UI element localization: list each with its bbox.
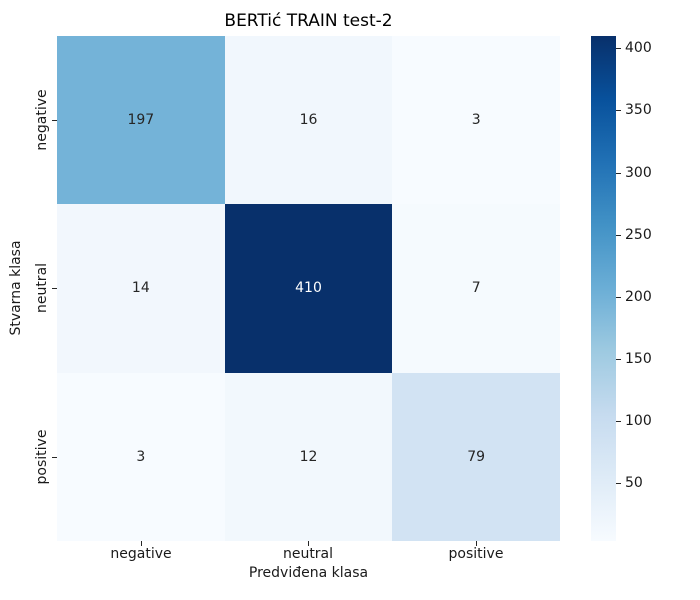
heatmap-cell-negative-negative: 197	[57, 36, 225, 205]
colorbar-tick-label: 150	[625, 351, 652, 367]
y-tick-label-negative: negative	[34, 89, 50, 151]
colorbar-tick-mark	[616, 48, 621, 49]
y-tick-mark	[52, 457, 57, 458]
colorbar-tick-label: 300	[625, 165, 652, 181]
heatmap-cell-neutral-positive: 7	[392, 204, 560, 373]
y-tick-mark	[52, 120, 57, 121]
y-tick-label-positive: positive	[34, 429, 50, 485]
colorbar-tick-label: 250	[625, 227, 652, 243]
heatmap-cell-neutral-negative: 14	[57, 204, 225, 373]
heatmap-cell-positive-neutral: 12	[224, 372, 393, 541]
colorbar-tick-label: 50	[625, 475, 643, 491]
colorbar-tick-mark	[616, 110, 621, 111]
y-tick-label-neutral: neutral	[34, 262, 50, 314]
colorbar-tick-mark	[616, 359, 621, 360]
x-tick-label-negative: negative	[110, 546, 172, 562]
colorbar-tick-mark	[616, 235, 621, 236]
y-tick-mark	[52, 288, 57, 289]
colorbar-tick-mark	[616, 421, 621, 422]
heatmap-cell-positive-positive: 79	[392, 372, 560, 541]
colorbar-tick-label: 350	[625, 102, 652, 118]
y-axis-label: Stvarna klasa	[8, 240, 24, 336]
colorbar-gradient	[591, 36, 616, 541]
colorbar-tick-label: 100	[625, 413, 652, 429]
x-tick-label-positive: positive	[448, 546, 504, 562]
x-tick-mark	[476, 541, 477, 546]
x-axis-label: Predviđena klasa	[248, 565, 369, 581]
heatmap-cell-negative-positive: 3	[392, 36, 560, 205]
colorbar-tick-label: 400	[625, 40, 652, 56]
heatmap-cell-neutral-neutral: 410	[224, 204, 393, 373]
x-tick-mark	[141, 541, 142, 546]
colorbar-tick-mark	[616, 297, 621, 298]
heatmap-cell-negative-neutral: 16	[224, 36, 393, 205]
chart-title: BERTić TRAIN test-2	[224, 11, 393, 31]
heatmap-cell-positive-negative: 3	[57, 372, 225, 541]
x-tick-label-neutral: neutral	[282, 546, 334, 562]
colorbar-tick-mark	[616, 483, 621, 484]
heatmap-grid: 197 16 3 14 410 7 3 12 79	[57, 36, 560, 541]
colorbar-tick-mark	[616, 173, 621, 174]
colorbar-tick-label: 200	[625, 289, 652, 305]
x-tick-mark	[308, 541, 309, 546]
